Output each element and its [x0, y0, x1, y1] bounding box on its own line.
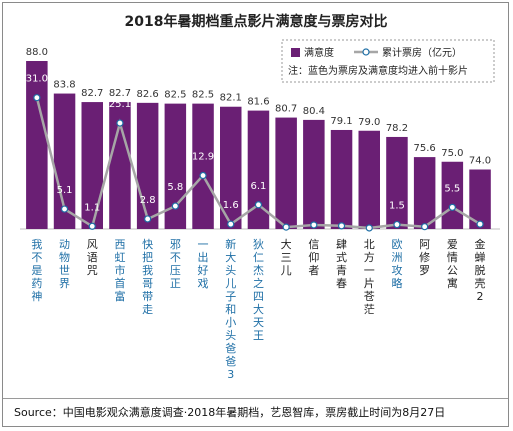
line-value-label: 5.8 [167, 182, 183, 193]
category-label: 邪不压正 [170, 238, 181, 290]
line-value-label: 2.8 [140, 195, 156, 206]
bar [358, 130, 380, 229]
bar [469, 169, 491, 229]
line-value-label: 1.6 [223, 200, 239, 211]
bar [330, 129, 353, 229]
bar-value-label: 81.6 [247, 97, 269, 108]
line-point [144, 215, 152, 223]
line-point [88, 222, 96, 230]
category-label: 信仰者 [308, 238, 319, 277]
bar-value-label: 75.6 [414, 143, 436, 154]
bars-layer [26, 61, 491, 229]
bar-value-label: 82.1 [220, 93, 242, 104]
line-value-label: 31.0 [26, 74, 48, 85]
line-point [365, 224, 373, 232]
line-point [171, 202, 179, 210]
line-point [33, 94, 41, 102]
bar-value-label: 88.0 [26, 47, 48, 58]
line-point [116, 119, 124, 127]
source-divider [3, 398, 508, 399]
legend-line-marker [362, 48, 370, 56]
bar-value-label: 79.0 [358, 117, 380, 128]
bar-value-label: 78.2 [386, 123, 408, 134]
category-label: 动物世界 [59, 238, 70, 290]
bar [164, 103, 187, 229]
category-label: 爱情公寓 [447, 238, 458, 290]
bar [441, 161, 464, 229]
category-label: 风语咒 [87, 238, 98, 277]
bar [386, 136, 408, 229]
labels-layer: 88.0 83.8 82.7 82.7 82.6 82.5 82.5 82.1 81.6 80.7… [26, 47, 491, 213]
category-label: 西虹市首富 [114, 238, 125, 303]
bar-value-label: 82.5 [192, 90, 214, 101]
legend: 满意度 累计票房（亿元） 注：蓝色为票房及满意度均进入前十影片 [281, 39, 495, 83]
category-label: 欧洲攻略 [391, 238, 402, 290]
bar-value-label: 80.7 [275, 104, 297, 115]
category-label: 肆式青春 [336, 238, 347, 290]
legend-box [281, 39, 495, 83]
line-point [421, 223, 429, 231]
legend-note: 注：蓝色为票房及满意度均进入前十影片 [288, 64, 468, 77]
line-value-label: 1.5 [389, 201, 405, 212]
bar [81, 102, 103, 229]
bar-value-label: 83.8 [53, 80, 75, 91]
line-value-label: 1.1 [84, 202, 100, 213]
legend-line-label: 累计票房（亿元） [382, 46, 462, 59]
bar [220, 106, 242, 229]
line-value-label: 25.1 [109, 99, 131, 110]
category-label: 我不是药神 [31, 238, 42, 303]
line-point [282, 223, 290, 231]
line-point [60, 205, 69, 213]
category-label: 狄仁杰之四大天王 [253, 238, 264, 342]
bar [247, 110, 270, 229]
line-point [476, 220, 484, 228]
chart-title: 2018年暑期档重点影片满意度与票房对比 [125, 13, 388, 30]
line-value-label: 5.1 [57, 185, 73, 196]
line-point [448, 203, 456, 211]
line-point [393, 220, 401, 229]
line-point [337, 222, 346, 230]
legend-bar-swatch [291, 48, 300, 57]
bar-value-label: 74.0 [469, 156, 491, 167]
bar-value-label: 82.7 [109, 88, 131, 99]
bar [303, 119, 325, 229]
category-label: 快把我哥带走 [142, 238, 153, 316]
line-point [254, 201, 263, 209]
category-label: 金蝉脱壳 2 [475, 237, 486, 303]
line-point [199, 171, 207, 180]
legend-bar-label: 满意度 [304, 46, 334, 59]
bar-value-label: 80.4 [303, 106, 325, 117]
category-label: 一出好戏 [198, 238, 209, 290]
bar [275, 117, 297, 229]
category-label: 阿修罗 [419, 238, 430, 277]
bar [136, 102, 159, 229]
bar-value-label: 82.5 [164, 90, 186, 101]
bar [26, 61, 48, 229]
line-point [227, 220, 235, 228]
category-labels: 我不是药神 动物世界 风语咒 西虹市首富 快把我哥带走 邪不压正 一出好戏 新大头儿子和小头爸… [31, 237, 485, 381]
bar [109, 102, 131, 229]
line-value-label: 12.9 [192, 152, 214, 163]
bar [413, 157, 436, 229]
source-note: Source：中国电影观众满意度调查·2018年暑期档，艺恩智库，票房截止时间为… [14, 406, 446, 419]
bar [53, 93, 76, 229]
bar-value-label: 75.0 [441, 148, 463, 159]
line-point [310, 221, 318, 229]
line-layer [33, 94, 484, 232]
line-value-label: 5.5 [444, 183, 460, 194]
bar-value-label: 82.7 [81, 88, 103, 99]
line-value-label: 6.1 [250, 181, 266, 192]
category-label: 大三儿 [281, 237, 292, 277]
bar [192, 103, 214, 229]
category-label: 新大头儿子和小头爸爸 3 [225, 237, 236, 381]
bar-value-label: 82.6 [137, 89, 159, 100]
category-label: 北方一片苍茫 [364, 238, 375, 316]
bar-value-label: 79.1 [330, 116, 352, 127]
